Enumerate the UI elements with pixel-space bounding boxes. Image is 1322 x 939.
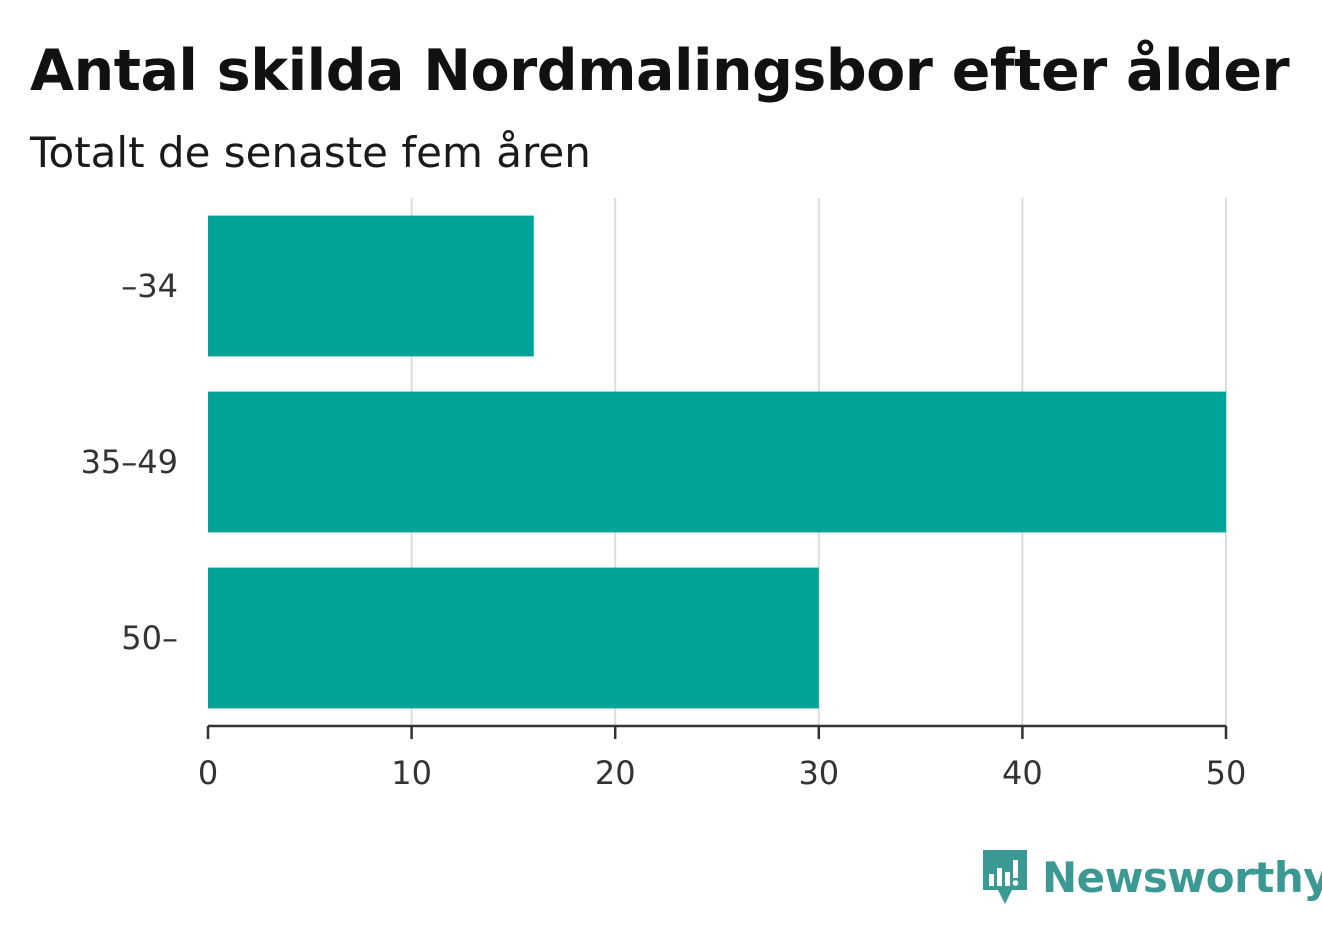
chart-subtitle: Totalt de senaste fem åren — [30, 128, 591, 177]
x-tick-label: 10 — [391, 754, 432, 792]
y-tick-label: –34 — [121, 267, 178, 305]
bar — [208, 391, 1226, 533]
y-tick-label: 50– — [121, 619, 178, 657]
y-axis-labels: –34 35–49 50– — [81, 267, 178, 657]
x-tick-label: 40 — [1002, 754, 1043, 792]
y-tick-label: 35–49 — [81, 443, 178, 481]
x-tick-label: 50 — [1206, 754, 1247, 792]
bar-chart-speech-bubble-icon — [983, 850, 1027, 904]
x-tick-label: 30 — [798, 754, 839, 792]
x-tick-label: 20 — [595, 754, 636, 792]
x-axis: 0 10 20 30 40 50 — [198, 724, 1247, 792]
logo-text: Newsworthy — [1042, 852, 1322, 902]
x-tick-label: 0 — [198, 754, 218, 792]
newsworthy-logo: Newsworthy — [980, 846, 1322, 908]
bar — [208, 567, 819, 709]
bars — [208, 215, 1226, 709]
chart-title: Antal skilda Nordmalingsbor efter ålder — [30, 38, 1290, 104]
bar — [208, 215, 534, 357]
